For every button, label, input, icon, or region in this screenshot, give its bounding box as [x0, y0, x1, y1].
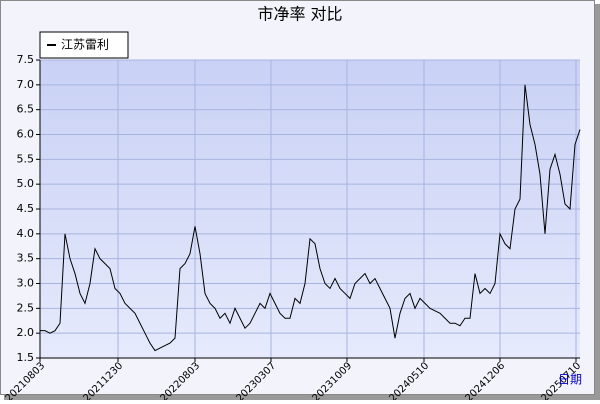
x-axis-label: 日期: [558, 373, 582, 387]
line-series: [40, 84, 581, 352]
y-tick-label: 6.0: [17, 128, 35, 141]
y-tick-label: 4.0: [17, 227, 35, 240]
y-tick-label: 5.0: [17, 177, 35, 190]
y-tick-label: 1.5: [17, 351, 35, 364]
y-tick-label: 3.0: [17, 277, 35, 290]
y-tick-label: 2.0: [17, 326, 35, 339]
y-tick-label: 4.5: [17, 202, 35, 215]
shadow: [4, 395, 600, 400]
y-tick-label: 5.5: [17, 152, 35, 165]
shadow: [595, 4, 600, 400]
y-tick-label: 6.5: [17, 103, 35, 116]
y-tick-label: 2.5: [17, 301, 35, 314]
y-tick-label: 3.5: [17, 252, 35, 265]
y-tick-label: 7.5: [17, 53, 35, 66]
legend-label: 江苏雷利: [61, 38, 109, 52]
chart-title: 市净率 对比: [257, 5, 342, 24]
y-tick-label: 7.0: [17, 78, 35, 91]
